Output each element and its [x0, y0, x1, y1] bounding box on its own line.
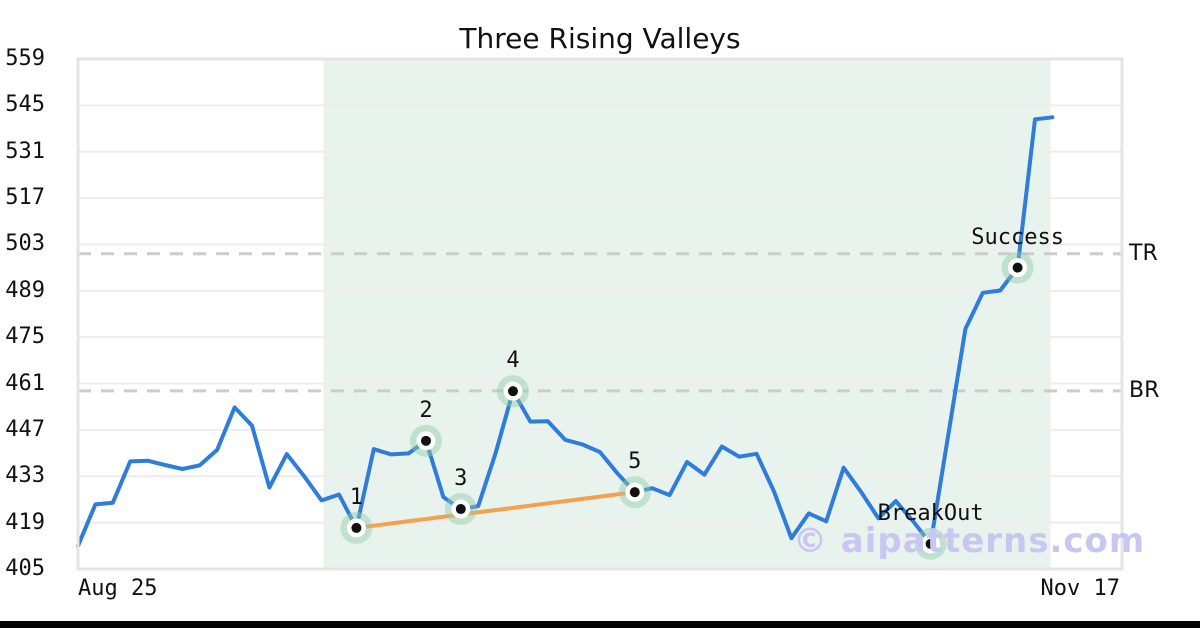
pattern-point-label-success: Success	[971, 224, 1064, 250]
pattern-point-label-2: 2	[419, 397, 433, 423]
marker-dot	[629, 487, 640, 498]
price-line	[76, 115, 1055, 548]
y-tick-label: 531	[5, 138, 45, 164]
watermark: © aipatterns.com	[793, 521, 1146, 561]
y-tick-label: 489	[5, 277, 45, 303]
marker-dot	[421, 435, 431, 446]
pattern-point-label-breakout: BreakOut	[877, 500, 984, 526]
marker-dot	[351, 522, 362, 533]
target-level-label: TR	[1129, 240, 1158, 266]
valley-trend-line	[354, 490, 637, 530]
chart-title: Three Rising Valleys	[459, 22, 741, 55]
pattern-shaded-region	[323, 59, 1051, 569]
y-tick-label: 517	[5, 185, 45, 211]
x-tick-start: Aug 25	[78, 576, 158, 601]
y-tick-label: 559	[5, 46, 45, 71]
plot-border	[76, 57, 1124, 571]
breakout-level-label: BR	[1129, 377, 1160, 403]
marker-dot	[925, 538, 936, 549]
y-tick-label: 433	[5, 463, 45, 489]
bottom-black-bar	[0, 621, 1200, 628]
y-tick-label: 419	[5, 509, 45, 535]
y-tick-label: 461	[5, 370, 45, 396]
marker-dot	[1012, 262, 1023, 273]
y-tick-label: 475	[5, 324, 45, 350]
pattern-point-label-5: 5	[628, 449, 642, 475]
marker-dot	[455, 504, 466, 515]
pattern-point-label-4: 4	[506, 348, 520, 374]
y-tick-label: 545	[5, 92, 45, 118]
pattern-point-label-3: 3	[454, 466, 468, 492]
x-tick-end: Nov 17	[1040, 576, 1120, 601]
y-tick-label: 447	[5, 416, 45, 442]
marker-dot	[508, 386, 518, 397]
y-tick-label: 503	[5, 231, 45, 257]
pattern-point-label-1: 1	[349, 484, 364, 510]
y-tick-label: 405	[5, 556, 45, 581]
